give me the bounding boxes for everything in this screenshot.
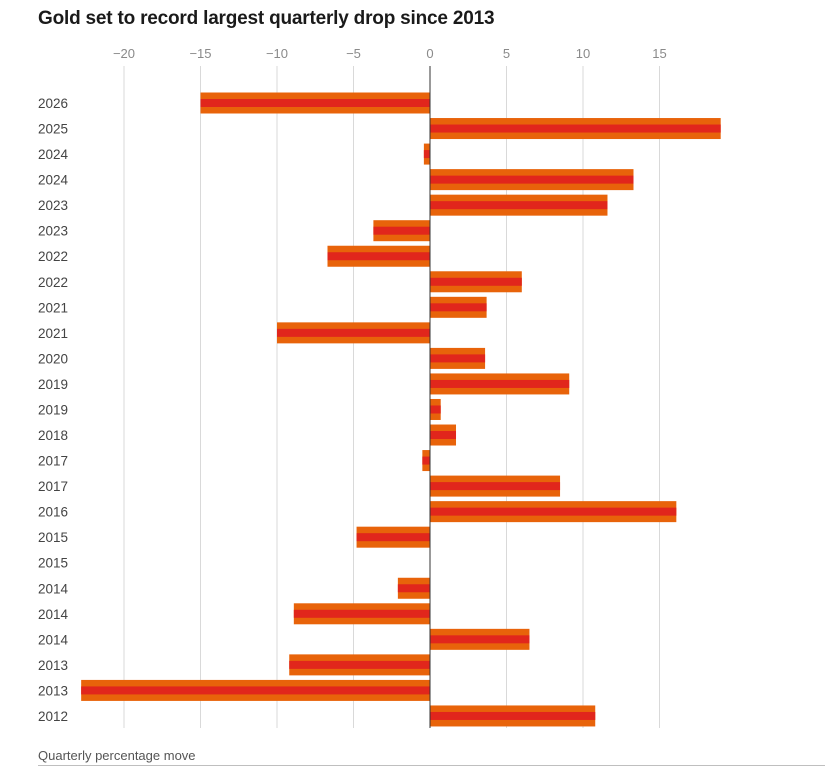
bar — [430, 271, 522, 293]
category-label: 2013 — [38, 683, 68, 698]
bar-inner — [81, 686, 430, 695]
x-tick-label: 5 — [503, 46, 510, 61]
category-label: 2022 — [38, 275, 68, 290]
bars — [81, 92, 721, 727]
x-tick-label: 0 — [426, 46, 433, 61]
bar — [423, 143, 430, 165]
bar-inner — [200, 99, 430, 107]
bar — [327, 245, 430, 267]
bar-inner — [373, 226, 430, 235]
bar — [200, 92, 430, 114]
bar-inner — [423, 150, 430, 159]
category-label: 2016 — [38, 505, 68, 520]
x-tick-label: 10 — [576, 46, 590, 61]
bar-chart: −20 −15 −10 −5 0 5 10 15 2026202520242024202320… — [38, 46, 721, 728]
category-label: 2017 — [38, 454, 68, 469]
category-label: 2025 — [38, 122, 68, 137]
bar — [430, 628, 530, 650]
category-label: 2015 — [38, 556, 68, 571]
x-tick-label: −5 — [346, 46, 361, 61]
bar-inner — [422, 456, 430, 465]
bar-inner — [430, 482, 561, 491]
category-label: 2019 — [38, 377, 68, 392]
category-label: 2014 — [38, 581, 69, 596]
x-tick-label: −15 — [189, 46, 211, 61]
category-label: 2012 — [38, 709, 68, 724]
bar — [430, 373, 570, 395]
category-label: 2019 — [38, 402, 68, 417]
bar — [81, 679, 430, 701]
bar-inner — [430, 711, 596, 720]
bar — [430, 398, 441, 420]
bar-inner — [430, 277, 522, 286]
bar — [430, 169, 634, 191]
bar — [430, 501, 677, 523]
bar-inner — [430, 354, 486, 363]
x-axis-ticks: −20 −15 −10 −5 0 5 10 15 — [113, 46, 667, 61]
bar-inner — [277, 328, 430, 337]
bar — [289, 654, 430, 676]
bar — [430, 475, 561, 497]
gridlines — [123, 66, 660, 728]
bar — [430, 296, 487, 318]
bar-inner — [327, 252, 430, 261]
bar-inner — [356, 533, 430, 542]
category-label: 2014 — [38, 607, 69, 622]
bar-inner — [397, 584, 430, 593]
bar-inner — [430, 405, 441, 414]
category-label: 2026 — [38, 96, 68, 111]
category-labels: 2026 2025 2024 2024 2023 2023 2022 2022 2021 2021… — [38, 96, 69, 724]
x-tick-label: −20 — [113, 46, 135, 61]
category-label: 2024 — [38, 173, 69, 188]
bar — [430, 118, 721, 140]
x-axis-label: Quarterly percentage move — [38, 748, 196, 763]
bar — [430, 194, 608, 216]
bar-inner — [430, 124, 721, 133]
bar — [373, 220, 430, 242]
bar-inner — [430, 175, 634, 184]
bar — [422, 450, 430, 472]
bar — [397, 577, 430, 599]
category-label: 2021 — [38, 326, 68, 341]
bar-inner — [293, 609, 430, 618]
category-label: 2023 — [38, 224, 68, 239]
x-tick-label: 15 — [652, 46, 666, 61]
bar-inner — [430, 379, 570, 388]
bar — [430, 347, 486, 369]
category-label: 2022 — [38, 249, 68, 264]
bar-inner — [289, 660, 430, 669]
bar — [293, 603, 430, 625]
category-label: 2013 — [38, 658, 68, 673]
bar-inner — [430, 431, 457, 440]
bar-inner — [430, 201, 608, 210]
category-label: 2023 — [38, 198, 68, 213]
category-label: 2024 — [38, 147, 69, 162]
bar — [356, 526, 430, 548]
bar-inner — [430, 507, 677, 516]
category-label: 2020 — [38, 351, 68, 366]
bar — [430, 424, 457, 446]
category-label: 2021 — [38, 300, 68, 315]
bar — [277, 322, 430, 344]
category-label: 2014 — [38, 632, 69, 647]
bar-inner — [430, 635, 530, 644]
category-label: 2017 — [38, 479, 68, 494]
category-label: 2015 — [38, 530, 68, 545]
bar-inner — [430, 303, 487, 312]
bar — [430, 705, 596, 727]
x-tick-label: −10 — [266, 46, 288, 61]
chart-title: Gold set to record largest quarterly dro… — [38, 8, 495, 29]
category-label: 2018 — [38, 428, 68, 443]
